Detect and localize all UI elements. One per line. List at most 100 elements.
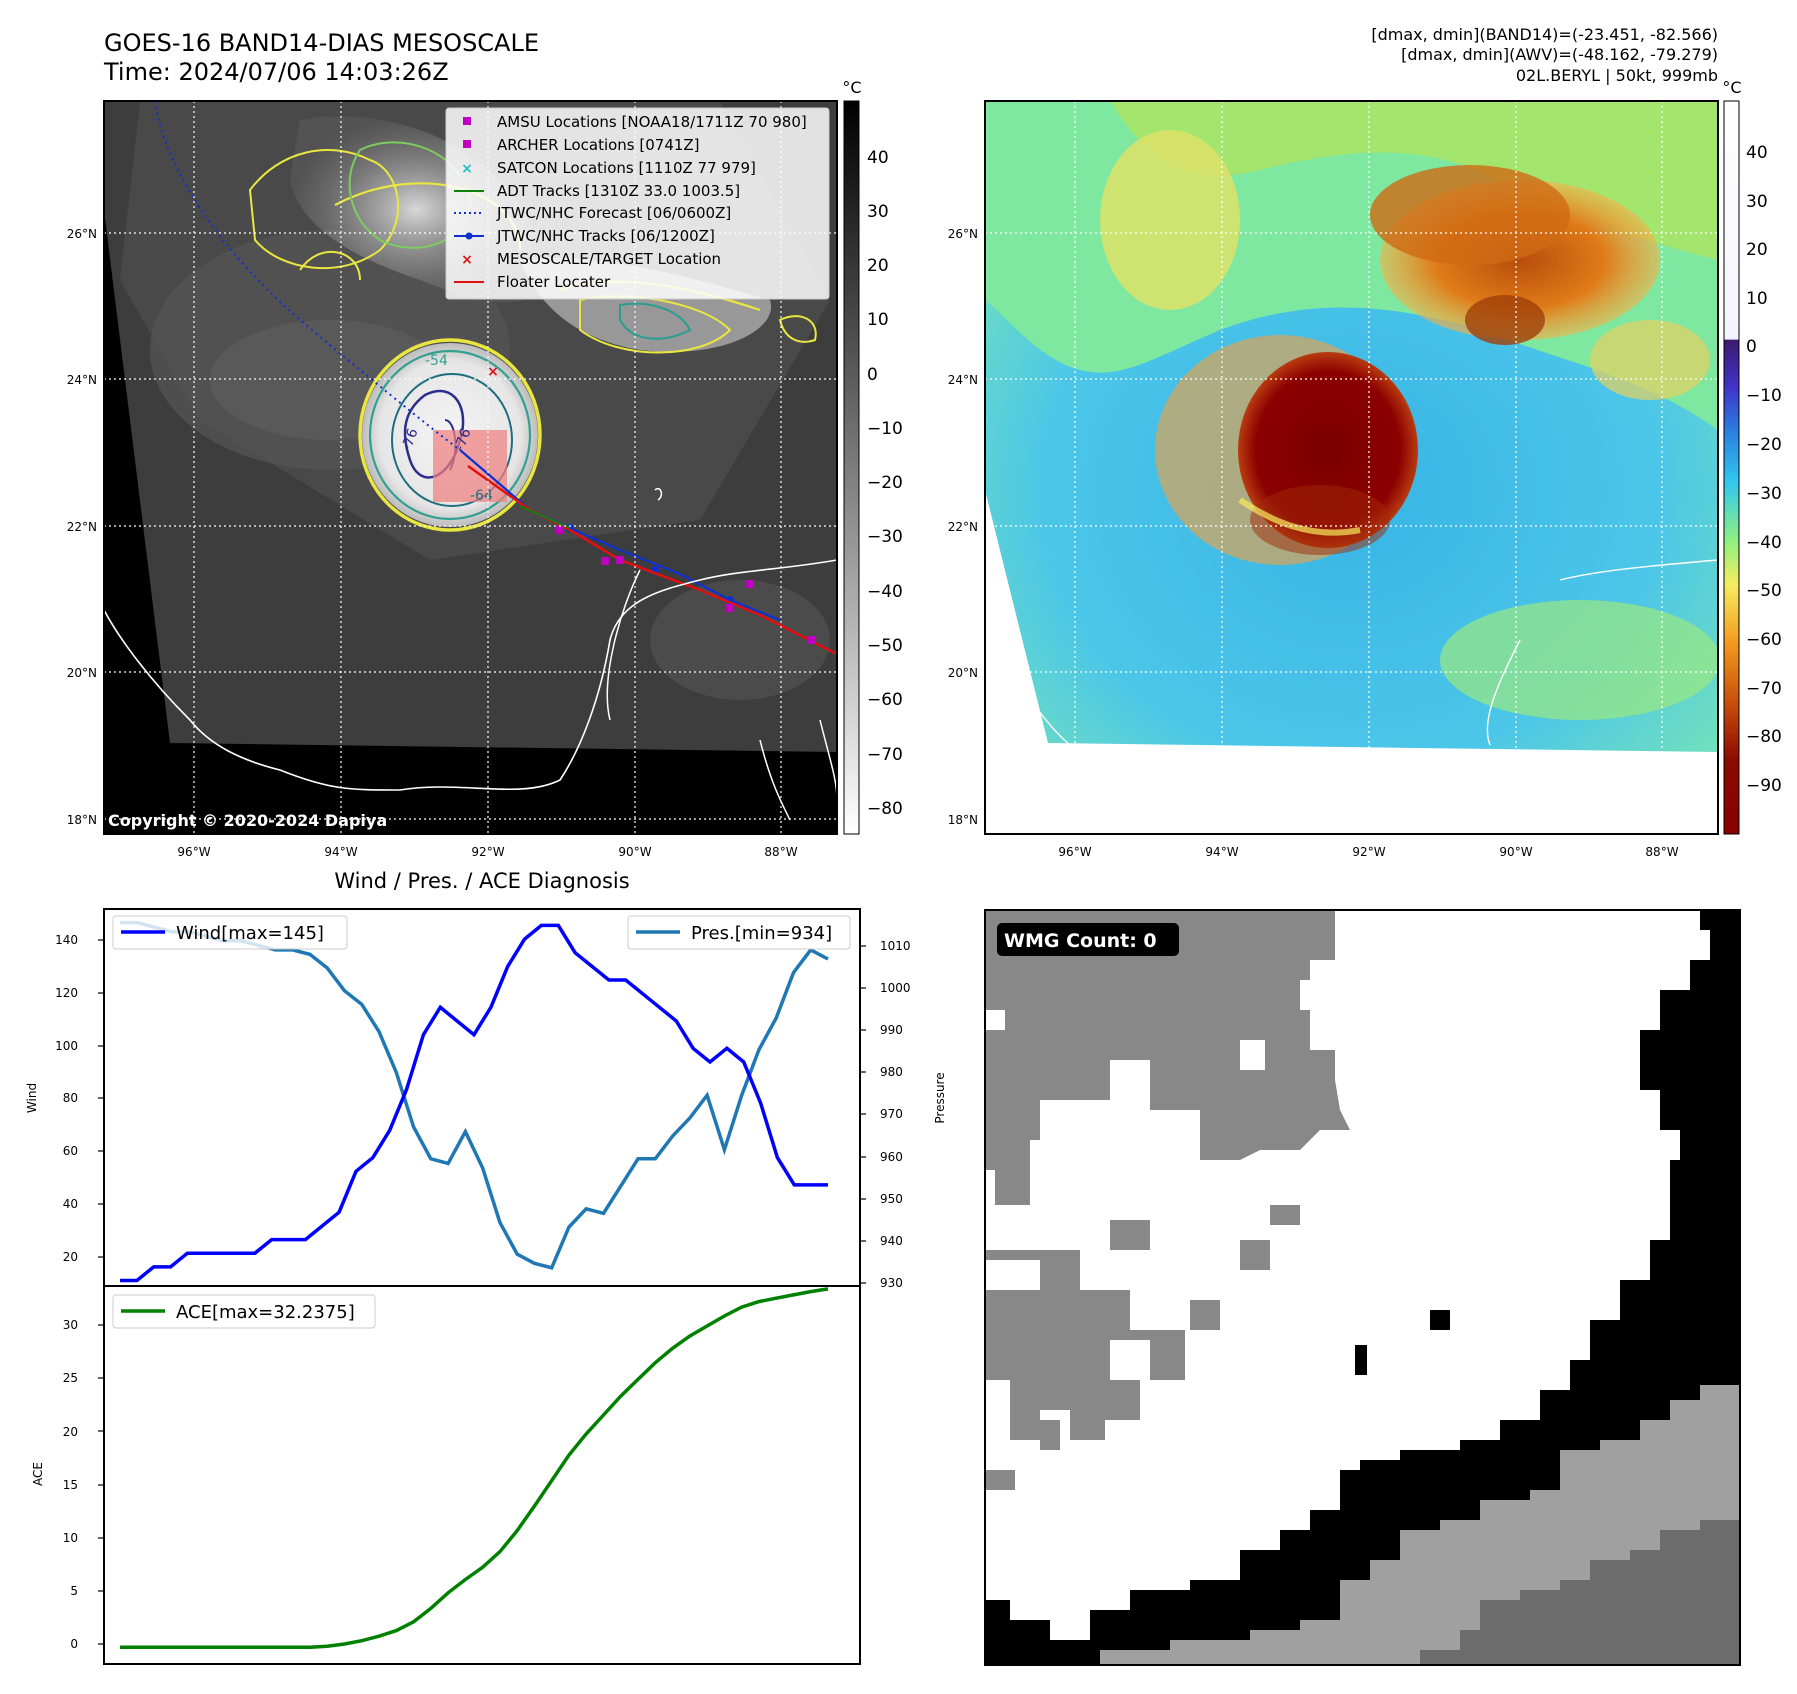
awv-tick-m40: −40 <box>1746 533 1782 553</box>
ir-tick-m50: −50 <box>867 636 903 656</box>
ir-tick-m60: −60 <box>867 690 903 710</box>
lat-label-20: 20°N <box>67 666 97 680</box>
awv-lat-label-18: 18°N <box>948 813 978 827</box>
pressure-legend: Pres.[min=934] <box>627 915 851 950</box>
legend-floater: Floater Locater <box>497 273 611 291</box>
awv-lat-label-22: 22°N <box>948 520 978 534</box>
legend-swatch-amsu <box>463 117 471 125</box>
legend-amsu: AMSU Locations [NOAA18/1711Z 70 980] <box>497 113 807 131</box>
wind-pressure-panel: Wind Pressure 140 120 100 80 60 40 20 <box>25 908 947 1290</box>
wind-plot-frame <box>103 908 861 1287</box>
ir-tick-30: 30 <box>867 202 889 222</box>
pres-tick-930: 930 <box>880 1276 903 1290</box>
awv-tick-m50: −50 <box>1746 581 1782 601</box>
ir-map-frame <box>103 100 838 835</box>
awv-tick-40: 40 <box>1746 143 1768 163</box>
info-storm: 02L.BERYL | 50kt, 999mb <box>1516 66 1718 85</box>
awv-coastline <box>985 619 1231 765</box>
wind-tick-20: 20 <box>63 1250 78 1264</box>
pres-tick-990: 990 <box>880 1023 903 1037</box>
wmg-darkgray-region <box>1420 1520 1740 1665</box>
wind-tick-40: 40 <box>63 1197 78 1211</box>
lat-label-24: 24°N <box>67 373 97 387</box>
ace-plot-frame <box>103 1285 861 1665</box>
awv-tick-20: 20 <box>1746 240 1768 260</box>
wmg-black-region <box>985 910 1740 1665</box>
lat-label-18: 18°N <box>67 813 97 827</box>
awv-lon-label-96: 96°W <box>1058 845 1091 859</box>
legend-archer: ARCHER Locations [0741Z] <box>497 136 700 154</box>
awv-lon-label-94: 94°W <box>1205 845 1238 859</box>
copyright: Copyright © 2020-2024 Dapiya <box>108 811 387 830</box>
awv-lat-label-26: 26°N <box>948 227 978 241</box>
ace-tick-25: 25 <box>63 1371 78 1385</box>
lon-label-96: 96°W <box>177 845 210 859</box>
awv-map: 26°N 24°N 22°N 20°N 18°N 96°W 94°W 92°W … <box>948 100 1719 859</box>
wind-tick-140: 140 <box>55 933 78 947</box>
awv-tick-30: 30 <box>1746 192 1768 212</box>
awv-lon-label-90: 90°W <box>1499 845 1532 859</box>
ir-satellite-map: -54 -76 -76 -64 × <box>67 100 838 859</box>
legend-satcon: SATCON Locations [1110Z 77 979] <box>497 159 756 177</box>
ir-tick-m30: −30 <box>867 527 903 547</box>
lon-label-88: 88°W <box>764 845 797 859</box>
contour-label-1: -54 <box>425 353 448 369</box>
wind-tick-100: 100 <box>55 1039 78 1053</box>
awv-tick-m90: −90 <box>1746 776 1782 796</box>
figure-time: Time: 2024/07/06 14:03:26Z <box>103 58 449 86</box>
contour-yellow-core <box>358 338 542 532</box>
pres-tick-1010: 1010 <box>880 939 911 953</box>
info-awv: [dmax, dmin](AWV)=(-48.162, -79.279) <box>1401 45 1718 64</box>
ace-line <box>120 1287 829 1650</box>
pres-tick-960: 960 <box>880 1150 903 1164</box>
wind-tick-120: 120 <box>55 986 78 1000</box>
svg-text:×: × <box>461 252 473 268</box>
pres-tick-1000: 1000 <box>880 981 911 995</box>
ace-tick-15: 15 <box>63 1478 78 1492</box>
awv-lon-label-88: 88°W <box>1645 845 1678 859</box>
awv-tick-m10: −10 <box>1746 386 1782 406</box>
lat-label-26: 26°N <box>67 227 97 241</box>
contour-label-4: -64 <box>470 488 493 504</box>
ace-axis-label: ACE <box>31 1462 45 1486</box>
awv-colorbar: °C 40 30 20 10 0 −10 −20 −30 −40 −50 −60… <box>1722 78 1782 835</box>
awv-lat-label-20: 20°N <box>948 666 978 680</box>
wind-line <box>120 923 828 1283</box>
ir-tick-m80: −80 <box>867 799 903 819</box>
legend-adt: ADT Tracks [1310Z 33.0 1003.5] <box>497 182 740 200</box>
lon-label-92: 92°W <box>471 845 504 859</box>
wmg-count-badge <box>997 923 1179 956</box>
legend-jtwc-forecast: JTWC/NHC Forecast [06/0600Z] <box>496 204 731 222</box>
wmg-panel: WMG Count: 0 <box>984 909 1741 1666</box>
lon-label-90: 90°W <box>618 845 651 859</box>
ir-tick-40: 40 <box>867 148 889 168</box>
awv-colorbar-unit: °C <box>1722 78 1741 97</box>
mesoscale-target-marker: × <box>487 364 499 380</box>
amsu-marker <box>601 557 609 565</box>
ace-tick-20: 20 <box>63 1425 78 1439</box>
info-band14: [dmax, dmin](BAND14)=(-23.451, -82.566) <box>1371 25 1718 44</box>
ace-tick-5: 5 <box>70 1584 78 1598</box>
ir-tick-0: 0 <box>867 365 878 385</box>
ace-legend-label: ACE[max=32.2375] <box>176 1302 355 1323</box>
awv-tick-m60: −60 <box>1746 630 1782 650</box>
wind-tick-60: 60 <box>63 1144 78 1158</box>
awv-tick-m20: −20 <box>1746 435 1782 455</box>
pressure-legend-label: Pres.[min=934] <box>691 923 832 944</box>
awv-tick-10: 10 <box>1746 289 1768 309</box>
awv-map-frame <box>984 100 1719 835</box>
ir-tick-m40: −40 <box>867 582 903 602</box>
wmg-frame <box>984 909 1741 1666</box>
ir-tick-20: 20 <box>867 256 889 276</box>
pres-tick-980: 980 <box>880 1065 903 1079</box>
ace-tick-10: 10 <box>63 1531 78 1545</box>
awv-tick-0: 0 <box>1746 337 1757 357</box>
awv-tick-m30: −30 <box>1746 484 1782 504</box>
ace-legend: ACE[max=32.2375] <box>112 1294 376 1329</box>
legend-mesoscale: MESOSCALE/TARGET Location <box>497 250 721 268</box>
contour-label-2: -76 <box>399 426 422 453</box>
awv-lat-label-24: 24°N <box>948 373 978 387</box>
ir-colorbar: °C 40 30 20 10 0 −10 −20 −30 −40 −50 −60… <box>842 78 903 835</box>
pres-tick-970: 970 <box>880 1107 903 1121</box>
